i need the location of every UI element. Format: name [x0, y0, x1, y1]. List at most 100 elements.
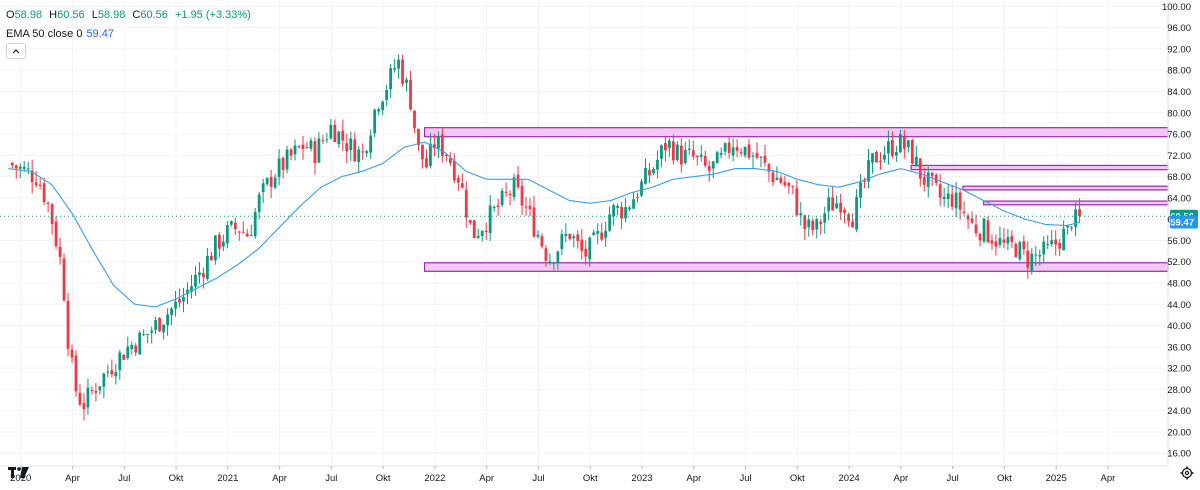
- candle-body: [452, 160, 456, 181]
- candle: [241, 221, 245, 234]
- candle-body: [265, 178, 269, 184]
- candle-body: [914, 156, 918, 165]
- candle: [480, 229, 484, 242]
- candle: [540, 233, 544, 249]
- candle-body: [22, 166, 26, 169]
- time-tick-label: Okt: [376, 473, 391, 484]
- candle: [544, 245, 548, 267]
- candle-body: [178, 299, 181, 303]
- candle-body: [26, 168, 30, 170]
- candle-body: [667, 140, 671, 148]
- candle: [126, 336, 130, 360]
- candle: [914, 145, 918, 167]
- price-tick-label: 88.00: [1167, 66, 1191, 77]
- candle: [779, 174, 783, 185]
- time-tick-label: Apr: [272, 473, 287, 484]
- candle-body: [735, 147, 739, 151]
- candle: [747, 139, 751, 160]
- candle-body: [532, 207, 536, 237]
- candle-body: [456, 177, 460, 183]
- time-tick-label: Apr: [479, 473, 494, 484]
- candle-body: [648, 170, 651, 176]
- zone-rect[interactable]: [962, 185, 1169, 191]
- candle: [110, 359, 114, 378]
- price-axis[interactable]: 16.00 20.00 24.00 28.00 32.00 36.00 40.00 44.00…: [1162, 0, 1191, 466]
- time-axis[interactable]: 2020 Apr Jul Okt 2021 Apr Jul Okt 2022 Apr Jul Okt 2…: [0, 465, 1168, 484]
- candle-body: [277, 158, 281, 177]
- collapse-legend-button[interactable]: [6, 43, 26, 59]
- candle-body: [42, 183, 46, 203]
- candle: [500, 188, 504, 207]
- candle-body: [1070, 227, 1074, 229]
- price-tick-label: 84.00: [1167, 87, 1191, 98]
- candle-body: [536, 234, 540, 237]
- candle-body: [317, 138, 321, 163]
- candle: [10, 161, 14, 169]
- candle: [664, 135, 667, 162]
- candle: [190, 274, 193, 299]
- candle: [719, 147, 723, 159]
- ema50-line[interactable]: [8, 141, 1080, 308]
- candle: [492, 205, 496, 212]
- candle: [946, 184, 950, 209]
- change-value: +1.95 (+3.33%): [174, 9, 251, 21]
- candle: [409, 70, 412, 111]
- candle-body: [576, 234, 580, 242]
- candle-body: [767, 164, 771, 172]
- candle: [66, 293, 70, 357]
- close-value: 60.56: [140, 9, 168, 21]
- candle: [1078, 198, 1081, 223]
- candle-body: [94, 391, 98, 393]
- time-tick-label: Okt: [169, 473, 184, 484]
- candle-body: [691, 150, 695, 157]
- candle-body: [612, 205, 616, 217]
- time-tick-label: Apr: [686, 473, 701, 484]
- candle-body: [580, 239, 584, 251]
- candle-body: [588, 237, 592, 260]
- candle: [938, 173, 942, 206]
- candle-body: [421, 144, 424, 160]
- candle: [520, 179, 524, 215]
- candle: [448, 152, 452, 166]
- candle-body: [98, 386, 102, 391]
- zone-rect[interactable]: [423, 127, 1169, 138]
- candle: [902, 129, 906, 159]
- candle: [182, 287, 185, 313]
- zone-rect[interactable]: [423, 262, 1169, 272]
- high-label: H: [49, 9, 58, 21]
- price-tick-label: 92.00: [1167, 44, 1191, 55]
- candle-body: [859, 182, 862, 198]
- candle-body: [640, 181, 643, 196]
- candle-body: [468, 220, 472, 223]
- candle: [233, 217, 237, 235]
- candle: [516, 165, 520, 190]
- candle-body: [584, 248, 588, 257]
- ema-row[interactable]: EMA 50 close 0 59.47: [6, 27, 251, 41]
- zone-rect[interactable]: [910, 164, 1169, 171]
- candle: [369, 129, 373, 159]
- candle-body: [34, 182, 38, 186]
- candle-body: [1046, 244, 1050, 246]
- candle: [198, 262, 201, 284]
- tradingview-logo-icon[interactable]: [8, 466, 30, 479]
- candle-body: [926, 172, 930, 187]
- candle-body: [269, 176, 273, 187]
- candle-body: [162, 324, 165, 333]
- candle-body: [1066, 225, 1070, 228]
- candle: [285, 145, 289, 174]
- candle: [990, 234, 994, 250]
- candle: [78, 384, 82, 407]
- candle: [245, 229, 249, 237]
- candle: [26, 161, 30, 175]
- candle-body: [1058, 243, 1062, 249]
- candle: [887, 130, 890, 165]
- candle: [273, 173, 277, 190]
- gear-icon[interactable]: [1180, 466, 1194, 480]
- candle: [213, 235, 217, 265]
- candle-body: [779, 177, 783, 183]
- candle: [162, 324, 165, 340]
- candle-body: [671, 141, 675, 161]
- candle-body: [66, 300, 70, 349]
